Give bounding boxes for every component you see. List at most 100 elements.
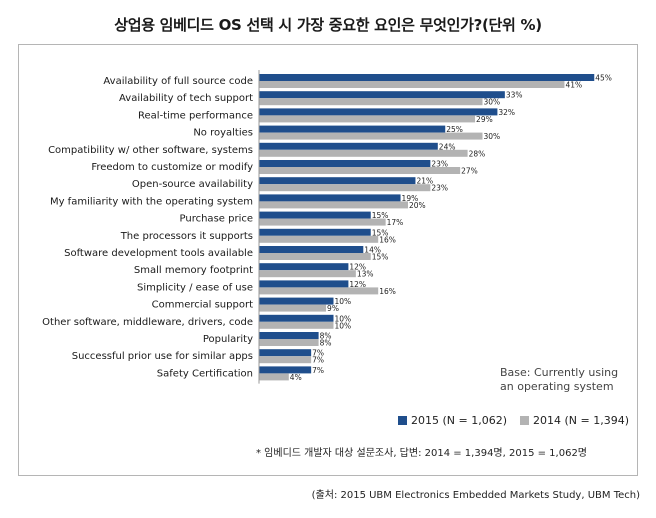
bar-2014: [259, 235, 379, 243]
data-label-2014: 17%: [387, 218, 404, 227]
category-label: Availability of tech support: [119, 93, 253, 104]
data-label-2014: 8%: [320, 339, 332, 348]
data-label-2015: 12%: [349, 263, 366, 272]
data-label-2015: 10%: [335, 297, 352, 306]
bar-2014: [259, 270, 356, 278]
legend-swatch-2014: [520, 416, 529, 425]
bar-2014: [259, 253, 371, 260]
bar-2015: [259, 211, 371, 219]
bar-2015: [259, 332, 319, 339]
category-label: No royalties: [193, 128, 253, 139]
legend-label-2015: 2015 (N = 1,062): [411, 414, 508, 427]
data-label-2014: 16%: [379, 287, 396, 296]
chart-title: 상업용 임베디드 OS 선택 시 가장 중요한 요인은 무엇인가?(단위 %): [114, 16, 542, 34]
bar-2015: [259, 142, 438, 150]
bar-2015: [259, 349, 312, 357]
data-label-2015: 7%: [312, 366, 324, 375]
category-label: Commercial support: [152, 300, 253, 311]
data-label-2014: 28%: [469, 149, 486, 158]
bar-2014: [259, 115, 476, 123]
data-label-2014: 41%: [565, 81, 582, 90]
data-label-2014: 30%: [484, 132, 501, 141]
bar-2014: [259, 184, 431, 192]
bar-2014: [259, 81, 565, 88]
data-label-2014: 30%: [484, 98, 501, 107]
legend-item-2014: 2014 (N = 1,394): [520, 414, 629, 427]
bar-2015: [259, 314, 334, 322]
bar-2014: [259, 218, 386, 226]
data-label-2015: 32%: [498, 108, 515, 117]
bar-2014: [259, 304, 327, 312]
data-label-2014: 9%: [327, 304, 339, 313]
data-label-2015: 15%: [372, 211, 389, 220]
data-label-2014: 27%: [461, 167, 478, 176]
data-label-2014: 4%: [290, 373, 302, 382]
bar-2014: [259, 167, 461, 174]
category-label: Purchase price: [180, 214, 253, 225]
bar-2014: [259, 373, 289, 381]
category-label: Successful prior use for similar apps: [72, 351, 253, 362]
data-label-2014: 20%: [409, 201, 426, 210]
bar-2015: [259, 246, 364, 253]
category-label: Software development tools available: [64, 248, 253, 259]
category-label: My familiarity with the operating system: [50, 196, 253, 207]
bar-2015: [259, 263, 349, 271]
bar-2015: [259, 160, 431, 167]
category-label: Real-time performance: [138, 110, 253, 121]
bar-2014: [259, 201, 408, 209]
source-note: (출처: 2015 UBM Electronics Embedded Marke…: [311, 490, 640, 501]
legend-swatch-2015: [398, 416, 407, 425]
data-label-2014: 7%: [312, 356, 324, 365]
category-label: Simplicity / ease of use: [137, 282, 253, 293]
category-label: Compatibility w/ other software, systems: [48, 145, 253, 156]
category-label: Small memory footprint: [134, 265, 253, 276]
data-label-2015: 24%: [439, 142, 456, 151]
bar-2015: [259, 74, 595, 81]
data-label-2015: 21%: [416, 177, 433, 186]
bar-2015: [259, 91, 505, 99]
data-label-2014: 16%: [379, 235, 396, 244]
data-label-2014: 15%: [372, 253, 389, 262]
data-label-2015: 25%: [446, 125, 463, 134]
category-label: Freedom to customize or modify: [91, 162, 253, 173]
data-label-2015: 12%: [349, 280, 366, 289]
data-label-2014: 10%: [335, 321, 352, 330]
bar-2014: [259, 287, 379, 295]
data-label-2015: 14%: [364, 246, 381, 255]
bar-2014: [259, 356, 312, 364]
legend-label-2014: 2014 (N = 1,394): [533, 414, 630, 427]
chart-frame: [18, 44, 638, 476]
category-label: Popularity: [203, 334, 253, 345]
category-label: Availability of full source code: [103, 76, 253, 87]
bar-2015: [259, 177, 416, 185]
data-label-2014: 29%: [476, 115, 493, 124]
bar-2015: [259, 366, 312, 374]
category-label: Other software, middleware, drivers, cod…: [42, 317, 253, 328]
bar-2014: [259, 321, 334, 329]
bar-2015: [259, 125, 446, 133]
data-label-2014: 13%: [357, 270, 374, 279]
legend-item-2015: 2015 (N = 1,062): [398, 414, 507, 427]
data-label-2015: 8%: [320, 332, 332, 341]
data-label-2015: 45%: [595, 74, 612, 83]
bar-2014: [259, 149, 468, 157]
category-label: The processors it supports: [120, 231, 253, 242]
bar-2014: [259, 98, 483, 106]
data-label-2015: 15%: [372, 228, 389, 237]
bar-2014: [259, 132, 483, 140]
bar-2014: [259, 339, 319, 346]
data-label-2015: 7%: [312, 349, 324, 358]
bar-2015: [259, 194, 401, 202]
category-label: Open-source availability: [132, 179, 253, 190]
data-label-2015: 33%: [506, 91, 523, 100]
data-label-2015: 10%: [335, 314, 352, 323]
bar-2015: [259, 228, 371, 236]
bar-2015: [259, 297, 334, 305]
footnote: * 임베디드 개발자 대상 설문조사, 답변: 2014 = 1,394명, 2…: [256, 448, 588, 459]
bar-2015: [259, 108, 498, 116]
bar-2015: [259, 280, 349, 288]
data-label-2015: 23%: [431, 160, 448, 169]
data-label-2015: 19%: [402, 194, 419, 203]
category-label: Safety Certification: [157, 368, 253, 379]
